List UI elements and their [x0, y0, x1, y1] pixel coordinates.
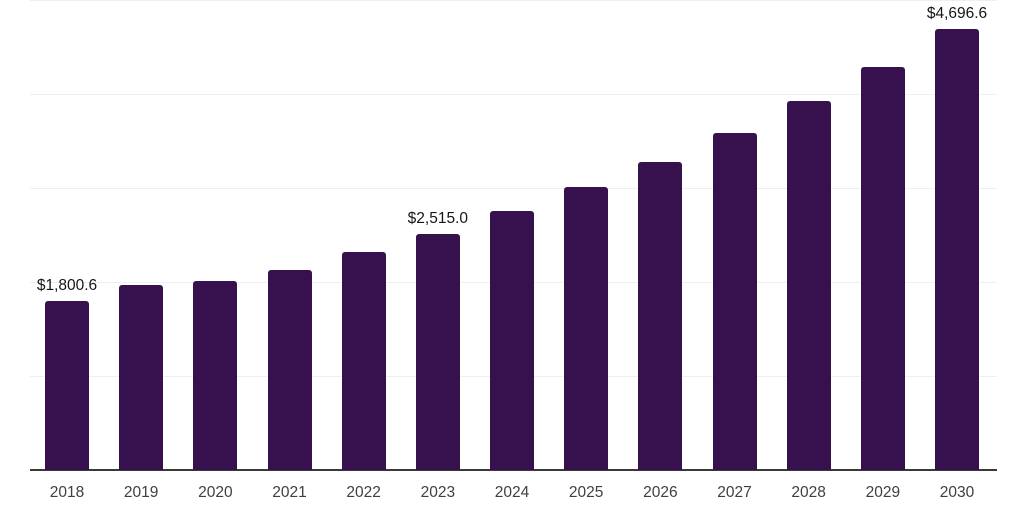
bar-2027	[712, 132, 757, 470]
x-tick-label-2028: 2028	[791, 484, 826, 501]
x-tick-label-2026: 2026	[643, 484, 678, 501]
bar-2018	[45, 300, 89, 470]
x-tick-label-2027: 2027	[717, 484, 752, 501]
bar-2023	[415, 233, 460, 470]
data-label-2023: $2,515.0	[407, 209, 468, 227]
gridline-4000	[30, 93, 997, 95]
x-tick-label-2029: 2029	[865, 484, 901, 501]
bar-2021	[267, 269, 312, 470]
x-tick-label-2025: 2025	[568, 484, 604, 501]
x-tick-label-2023: 2023	[420, 484, 456, 501]
data-label-2030: $4,696.6	[926, 4, 988, 22]
bar-2022	[341, 252, 386, 470]
bar-2029	[860, 66, 905, 470]
bar-2019	[119, 285, 164, 470]
x-tick-label-2030: 2030	[939, 484, 975, 501]
x-tick-label-2018: 2018	[49, 484, 85, 501]
bar-2020	[193, 280, 238, 470]
x-tick-label-2022: 2022	[346, 484, 381, 501]
gridline-3000	[30, 187, 997, 189]
bar-2026	[638, 161, 683, 470]
gridline-5000	[30, 0, 997, 1]
bar-2028	[786, 100, 831, 470]
x-tick-label-2020: 2020	[198, 484, 233, 501]
x-tick-label-2021: 2021	[272, 484, 307, 501]
x-tick-label-2019: 2019	[123, 484, 159, 501]
bar-2030	[935, 28, 979, 470]
x-tick-label-2024: 2024	[494, 484, 530, 501]
bar-2025	[564, 187, 609, 470]
bar-2024	[490, 211, 534, 470]
data-label-2018: $1,800.6	[36, 276, 98, 294]
